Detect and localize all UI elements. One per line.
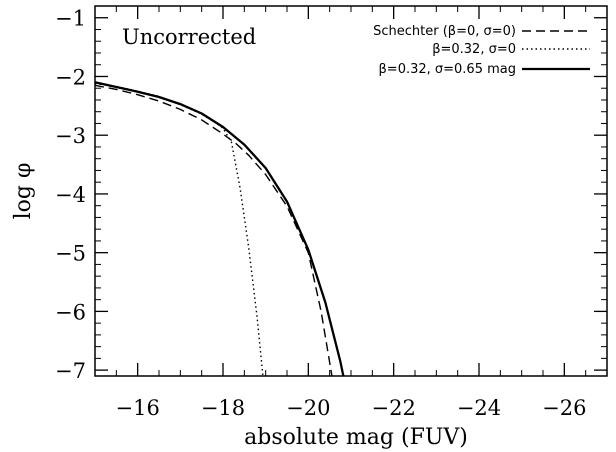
y-tick-label: −2 [55, 65, 86, 89]
x-tick-label: −24 [457, 396, 501, 420]
x-tick-label: −26 [542, 396, 586, 420]
x-tick-label: −20 [286, 396, 330, 420]
x-tick-label: −16 [116, 396, 160, 420]
series-line-solid [95, 81, 345, 376]
x-axis-label: absolute mag (FUV) [244, 425, 468, 450]
axis-ticks [95, 6, 607, 376]
legend-label: β=0.32, σ=0.65 mag [379, 62, 517, 77]
axis-tick-labels: −16 −18 −20 −22 −24 −26 −1 −2 −3 −4 −5 −6 −7 [55, 7, 586, 420]
y-tick-label: −4 [55, 183, 86, 207]
legend-label: β=0.32, σ=0 [432, 42, 516, 57]
x-tick-label: −18 [201, 396, 245, 420]
x-tick-label: −22 [372, 396, 416, 420]
y-tick-label: −6 [55, 300, 86, 324]
y-tick-label: −3 [55, 124, 86, 148]
y-tick-label: −5 [55, 242, 86, 266]
panel-annotation: Uncorrected [122, 25, 256, 49]
series-line-dotted [95, 82, 264, 376]
series-line-dashed [95, 84, 333, 376]
plot-frame [94, 5, 608, 377]
y-axis-label: log φ [11, 163, 36, 220]
y-tick-label: −7 [55, 359, 86, 383]
legend: Schechter (β=0, σ=0) β=0.32, σ=0 β=0.32, σ… [373, 24, 590, 77]
series-layer [95, 81, 345, 376]
y-tick-label: −1 [55, 7, 86, 31]
legend-label: Schechter (β=0, σ=0) [373, 24, 516, 39]
